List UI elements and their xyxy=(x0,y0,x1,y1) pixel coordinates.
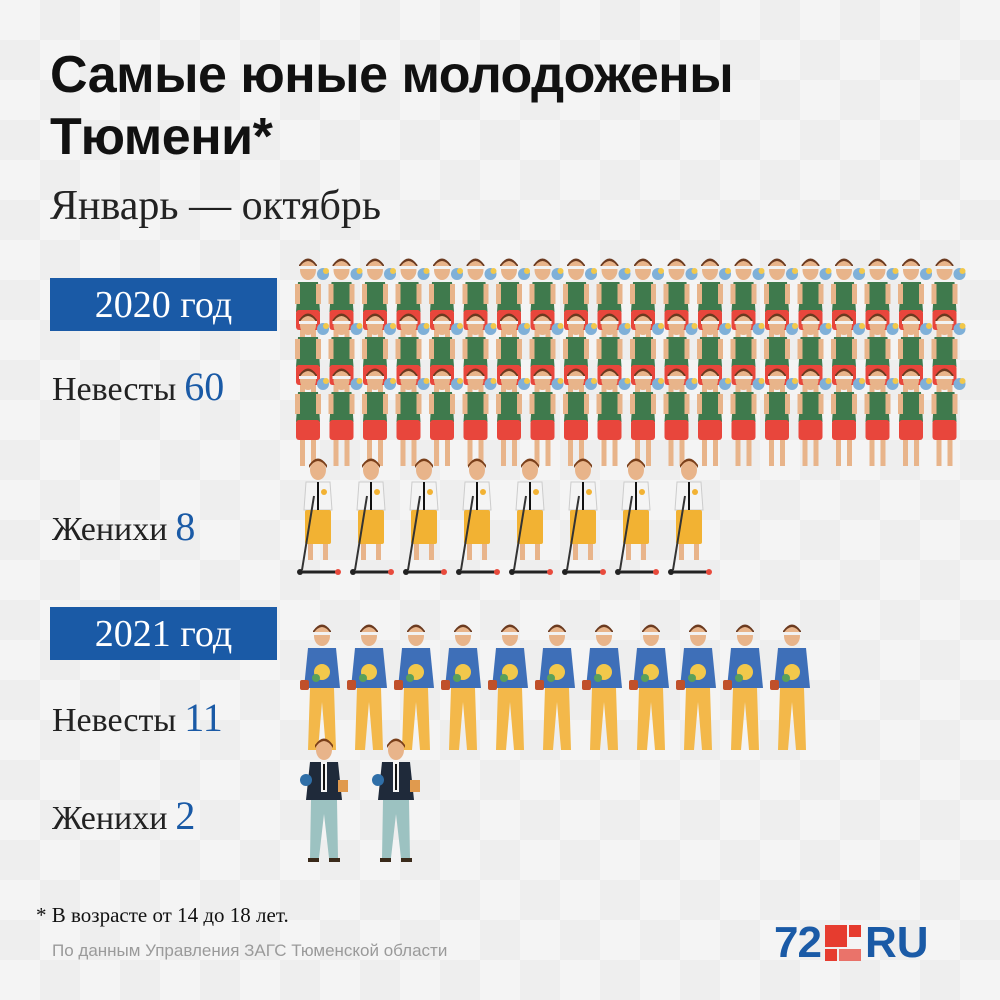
source-note: По данным Управления ЗАГС Тюменской обла… xyxy=(52,941,448,960)
bride-2021-icon xyxy=(770,624,810,750)
chart-subtitle: Январь — октябрь xyxy=(50,183,382,229)
logo-number: 72 xyxy=(774,918,822,967)
bride-2021-icon xyxy=(347,624,387,750)
groom-2020-icon xyxy=(456,458,500,575)
bride-2020-icon xyxy=(764,368,798,466)
bride-2020-icon xyxy=(429,368,463,466)
bride-2020-icon xyxy=(931,313,966,411)
row-value: 2 xyxy=(175,793,196,838)
bride-2020-icon xyxy=(362,368,396,466)
groom-2020-icon xyxy=(615,458,659,575)
bride-2020-icon xyxy=(328,368,363,466)
bride-2021-icon xyxy=(441,624,481,750)
bride-2020-icon xyxy=(563,368,597,466)
groom-2020-icon xyxy=(297,458,341,575)
logo-suffix: RU xyxy=(864,918,929,967)
bride-2020-icon xyxy=(630,368,664,466)
groom-2021-icon xyxy=(300,738,348,862)
bride-2020-icon xyxy=(730,368,765,466)
row-label-text: Женихи xyxy=(52,800,168,837)
bride-2020-icon xyxy=(596,368,631,466)
chart-title: Самые юные молодожены Тюмени* xyxy=(50,46,734,166)
bride-2021-icon xyxy=(394,624,434,750)
bride-2021-icon xyxy=(535,624,575,750)
bride-2020-icon xyxy=(663,368,698,466)
row-label-grooms-2021: Женихи 2 xyxy=(52,792,195,839)
bride-2021-icon xyxy=(629,624,669,750)
row-label-brides-2020: Невесты 60 xyxy=(52,363,224,410)
bride-2021-icon xyxy=(488,624,528,750)
bride-2021-icon xyxy=(582,624,622,750)
bride-2020-icon xyxy=(931,368,966,466)
bride-2020-icon xyxy=(797,368,832,466)
bride-2020-icon xyxy=(831,368,865,466)
bride-2020-icon xyxy=(395,368,430,466)
bride-2020-icon xyxy=(496,368,530,466)
logo-mark-icon xyxy=(824,925,861,961)
groom-2021-icon xyxy=(372,738,420,862)
row-value: 60 xyxy=(184,364,225,409)
bride-2020-icon xyxy=(529,368,564,466)
row-label-text: Женихи xyxy=(52,511,168,548)
row-value: 8 xyxy=(175,504,196,549)
groom-2020-icon xyxy=(350,458,394,575)
year-label-2020: 2020 год xyxy=(50,278,277,331)
row-label-text: Невесты xyxy=(52,371,177,408)
row-label-brides-2021: Невесты 11 xyxy=(52,694,223,741)
groom-2020-icon xyxy=(509,458,553,575)
row-label-grooms-2020: Женихи 8 xyxy=(52,503,195,550)
row-value: 11 xyxy=(184,695,223,740)
bride-2020-icon xyxy=(295,368,329,466)
bride-2020-icon xyxy=(898,368,932,466)
bride-2021-icon xyxy=(723,624,763,750)
groom-2020-icon xyxy=(403,458,447,575)
groom-2020-icon xyxy=(562,458,606,575)
bride-2020-icon xyxy=(697,368,731,466)
row-label-text: Невесты xyxy=(52,702,177,739)
year-label-2021: 2021 год xyxy=(50,607,277,660)
brand-logo: 72 RU xyxy=(774,918,929,967)
bride-2020-icon xyxy=(931,258,966,356)
bride-2021-icon xyxy=(300,624,340,750)
bride-2020-icon xyxy=(462,368,497,466)
groom-2020-icon xyxy=(668,458,712,575)
footnote: * В возрасте от 14 до 18 лет. xyxy=(36,903,289,927)
bride-2021-icon xyxy=(676,624,716,750)
bride-2020-icon xyxy=(864,368,899,466)
